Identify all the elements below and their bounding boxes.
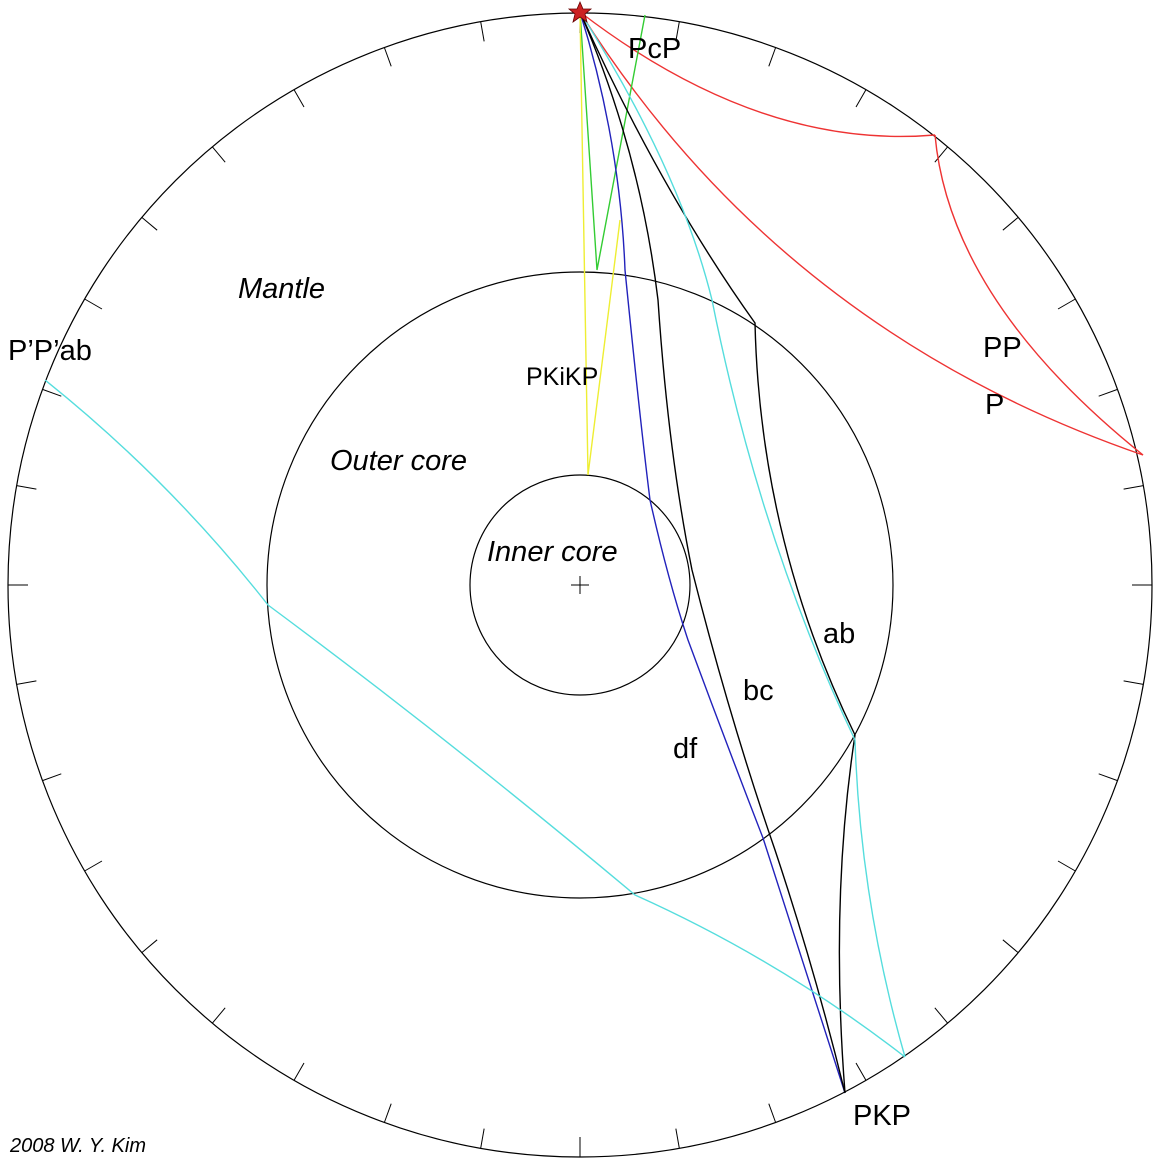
tick	[211, 1007, 226, 1024]
tick	[675, 21, 680, 42]
label-inner-core: Inner core	[487, 536, 618, 568]
label-bc: bc	[743, 675, 774, 707]
tick-marks	[8, 13, 1152, 1157]
label-mantle: Mantle	[238, 273, 325, 305]
label-ab: ab	[823, 618, 855, 650]
ray-pp-leg2	[934, 134, 1144, 456]
tick	[84, 860, 103, 872]
tick	[855, 1062, 867, 1081]
tick	[934, 1007, 949, 1024]
ray-pp-leg1	[579, 11, 936, 138]
label-df: df	[673, 733, 698, 765]
tick	[855, 89, 867, 108]
tick	[1057, 860, 1076, 872]
label-pkp: PKP	[853, 1100, 911, 1132]
center-cross	[571, 576, 589, 594]
ray-ab	[579, 11, 856, 1094]
tick	[141, 939, 158, 954]
tick	[16, 485, 37, 490]
tick	[480, 21, 485, 42]
tick	[383, 47, 392, 67]
ray-pkikp	[579, 11, 621, 476]
ray-pcp	[579, 11, 646, 271]
label-pcp: PcP	[628, 33, 681, 65]
tick	[675, 1128, 680, 1149]
tick	[1002, 939, 1019, 954]
ray-p	[579, 11, 1144, 456]
tick	[1123, 485, 1144, 490]
label-pkikp: PKiKP	[526, 363, 598, 391]
ray-bc	[579, 11, 846, 1094]
credit: 2008 W. Y. Kim	[9, 1135, 146, 1157]
tick	[1123, 680, 1144, 685]
label-outer-core: Outer core	[330, 445, 467, 477]
tick	[383, 1103, 392, 1123]
tick	[768, 47, 777, 67]
tick	[84, 298, 103, 310]
label-pp: PP	[983, 332, 1022, 364]
tick	[141, 216, 158, 231]
inner-core-boundary	[469, 474, 691, 696]
tick	[42, 388, 62, 397]
tick	[293, 89, 305, 108]
ray-pkp-cyan	[579, 11, 906, 1058]
tick	[1098, 388, 1118, 397]
tick	[1002, 216, 1019, 231]
source-star	[567, 0, 593, 23]
tick	[768, 1103, 777, 1123]
tick	[293, 1062, 305, 1081]
label-ppab: P’P’ab	[8, 335, 92, 367]
tick	[211, 146, 226, 163]
tick	[480, 1128, 485, 1149]
tick	[1057, 298, 1076, 310]
tick	[1098, 773, 1118, 782]
tick	[934, 146, 949, 163]
tick	[16, 680, 37, 685]
core-mantle-boundary	[266, 271, 894, 899]
tick	[42, 773, 62, 782]
label-p: P	[985, 389, 1004, 421]
ray-ppab	[44, 379, 906, 1058]
ray-df	[579, 11, 846, 1094]
